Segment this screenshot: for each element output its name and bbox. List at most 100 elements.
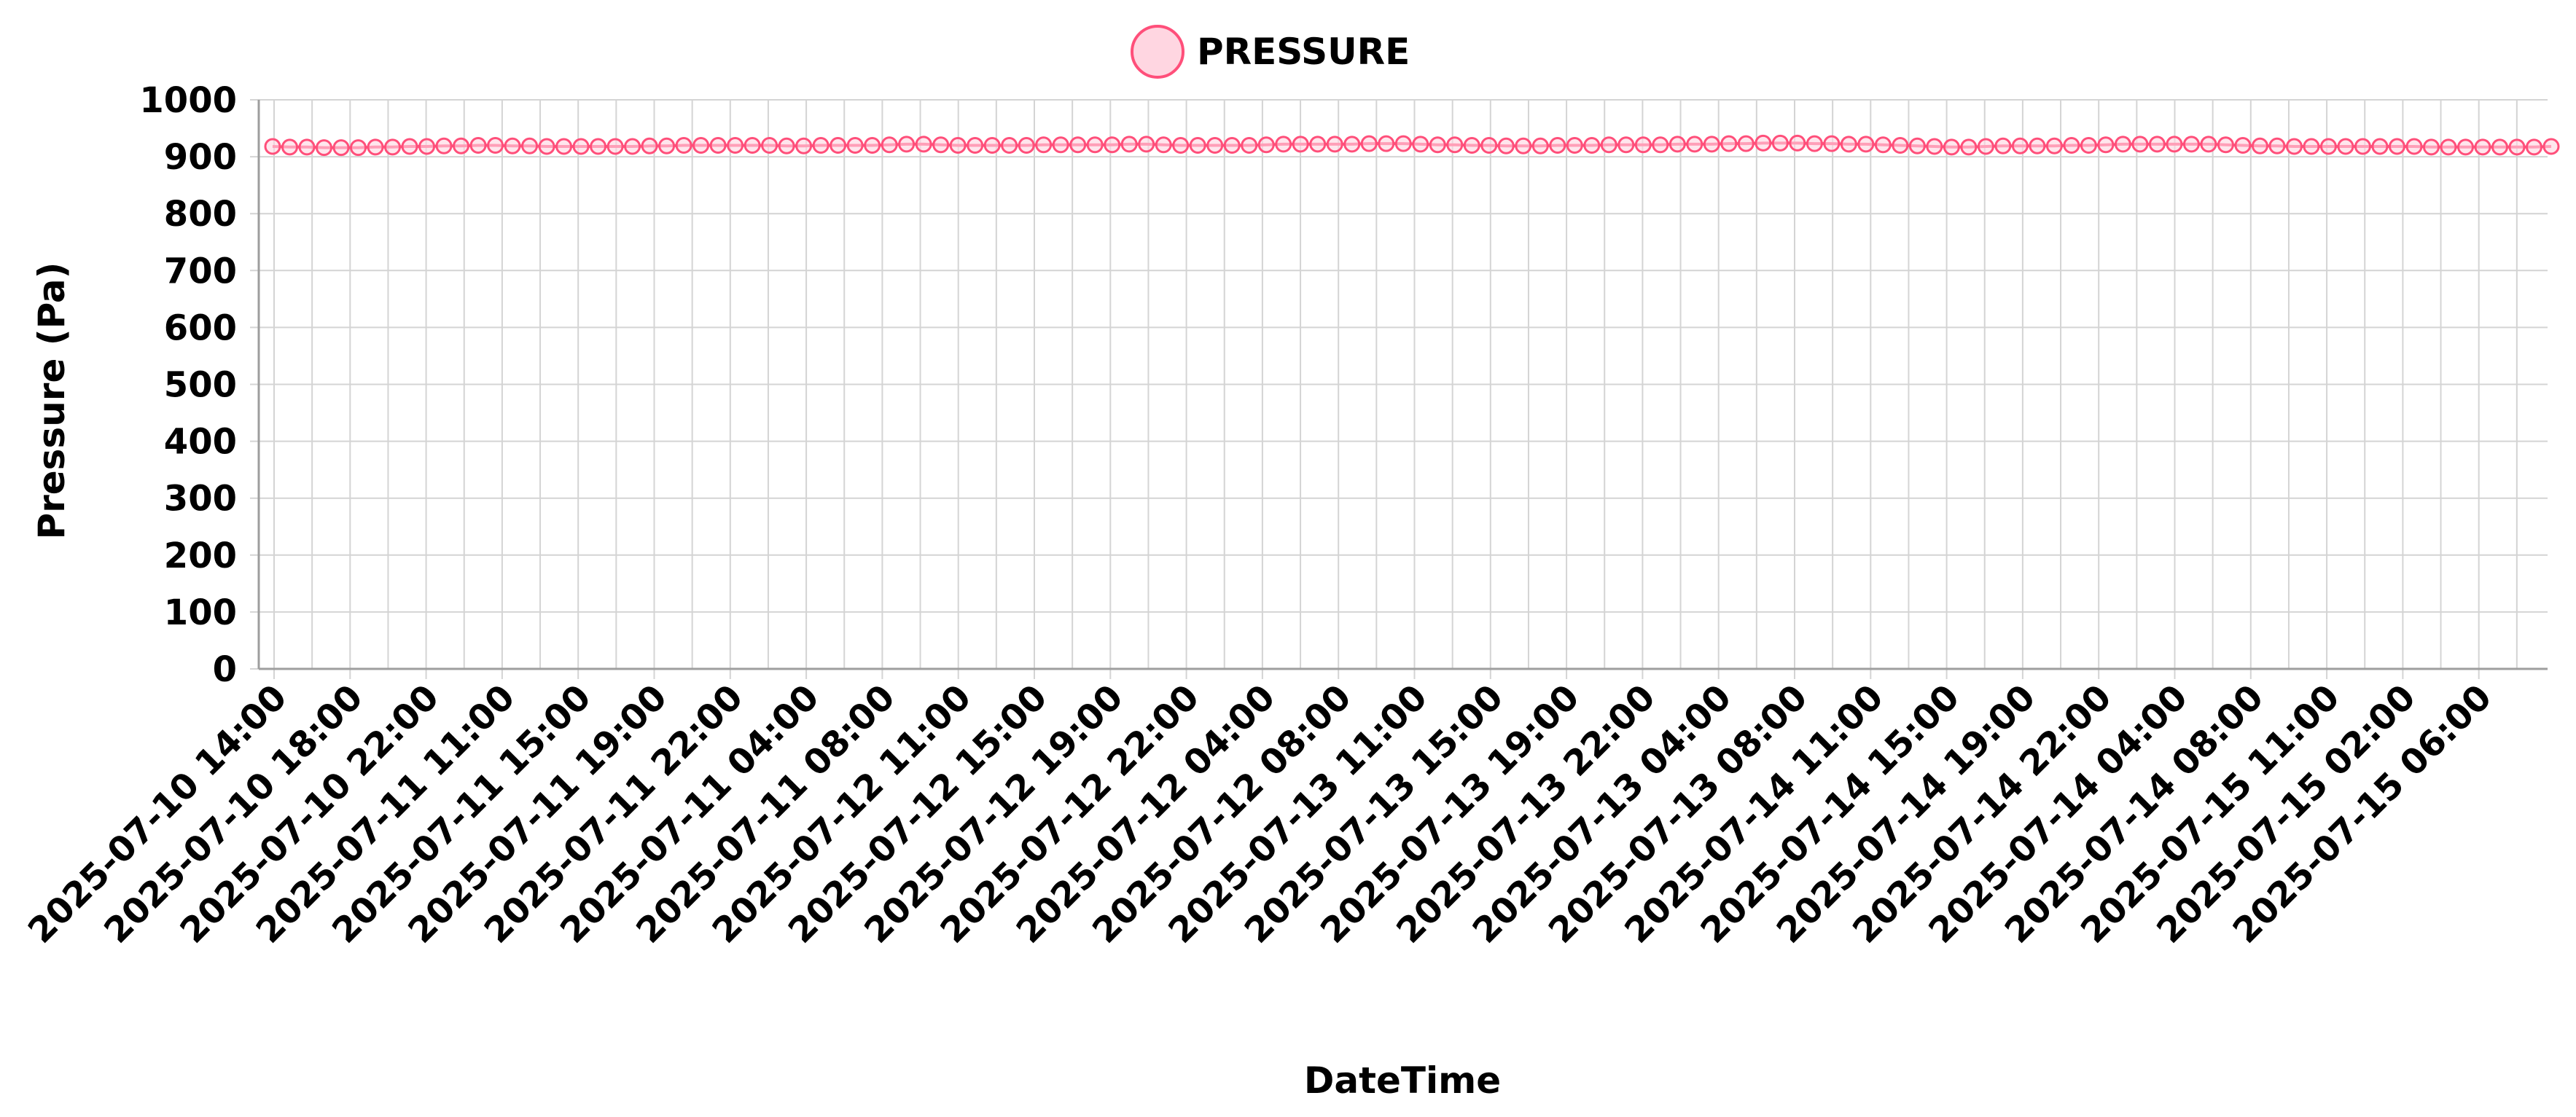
data-point[interactable] — [812, 136, 830, 154]
data-point[interactable] — [298, 138, 316, 156]
data-point[interactable] — [538, 138, 555, 155]
data-point[interactable] — [384, 138, 402, 156]
data-point[interactable] — [2319, 138, 2337, 155]
data-point[interactable] — [1309, 136, 1327, 153]
data-point[interactable] — [1515, 137, 1532, 154]
data-point[interactable] — [743, 136, 761, 154]
data-point[interactable] — [1326, 136, 1343, 153]
data-point[interactable] — [504, 137, 521, 154]
data-point[interactable] — [2080, 136, 2097, 154]
data-point[interactable] — [350, 139, 367, 157]
data-point[interactable] — [1583, 136, 1601, 154]
data-point[interactable] — [846, 136, 864, 154]
data-point[interactable] — [1104, 136, 1121, 154]
data-point[interactable] — [418, 138, 436, 155]
data-point[interactable] — [1771, 134, 1789, 152]
data-point[interactable] — [898, 136, 916, 153]
data-point[interactable] — [675, 136, 692, 154]
data-point[interactable] — [2200, 136, 2217, 153]
data-point[interactable] — [332, 139, 350, 157]
data-point[interactable] — [1737, 135, 1755, 152]
data-point[interactable] — [2388, 138, 2405, 155]
data-point[interactable] — [1360, 135, 1378, 152]
data-point[interactable] — [1908, 137, 1926, 154]
data-point[interactable] — [1480, 136, 1498, 154]
data-point[interactable] — [1652, 136, 1669, 154]
data-point[interactable] — [1874, 136, 1892, 154]
data-point[interactable] — [1755, 134, 1772, 152]
data-point[interactable] — [1857, 136, 1875, 153]
data-point[interactable] — [2337, 138, 2354, 155]
data-point[interactable] — [1223, 136, 1241, 154]
data-point[interactable] — [2405, 138, 2423, 155]
data-point[interactable] — [2063, 136, 2080, 154]
data-point[interactable] — [1686, 136, 1703, 153]
data-point[interactable] — [1292, 136, 1309, 153]
data-point[interactable] — [2474, 138, 2491, 156]
data-point[interactable] — [1840, 136, 1857, 153]
data-point[interactable] — [1994, 137, 2012, 154]
data-point[interactable] — [761, 136, 778, 154]
data-point[interactable] — [624, 138, 641, 155]
data-point[interactable] — [1069, 136, 1087, 154]
data-point[interactable] — [1634, 136, 1652, 154]
data-point[interactable] — [1720, 135, 1738, 152]
data-point[interactable] — [1446, 136, 1464, 154]
data-point[interactable] — [435, 137, 453, 154]
data-point[interactable] — [1172, 136, 1190, 154]
data-point[interactable] — [1001, 136, 1018, 154]
data-point[interactable] — [915, 136, 932, 153]
data-point[interactable] — [1977, 138, 1994, 155]
data-point[interactable] — [2440, 138, 2457, 156]
data-point[interactable] — [2217, 136, 2234, 154]
data-point[interactable] — [606, 138, 624, 155]
data-point[interactable] — [1035, 136, 1053, 154]
data-point[interactable] — [281, 138, 299, 156]
data-point[interactable] — [401, 138, 418, 155]
data-point[interactable] — [453, 137, 470, 154]
data-point[interactable] — [1189, 136, 1206, 154]
data-point[interactable] — [1892, 136, 1909, 154]
data-point[interactable] — [1943, 138, 1960, 156]
data-point[interactable] — [830, 136, 847, 154]
data-point[interactable] — [367, 138, 384, 156]
data-point[interactable] — [264, 138, 281, 155]
data-point[interactable] — [2045, 137, 2063, 154]
data-point[interactable] — [864, 136, 881, 154]
data-point[interactable] — [2542, 138, 2560, 155]
data-point[interactable] — [1155, 136, 1172, 154]
data-point[interactable] — [1617, 136, 1635, 154]
data-point[interactable] — [521, 137, 539, 154]
data-point[interactable] — [1668, 136, 1686, 153]
data-point[interactable] — [2508, 138, 2526, 156]
data-point[interactable] — [727, 136, 744, 154]
data-point[interactable] — [1343, 136, 1361, 153]
data-point[interactable] — [2251, 137, 2268, 154]
data-point[interactable] — [1806, 135, 1823, 152]
data-point[interactable] — [1378, 135, 1395, 152]
data-point[interactable] — [1412, 136, 1429, 153]
data-point[interactable] — [2303, 138, 2320, 155]
data-point[interactable] — [1206, 136, 1224, 154]
data-point[interactable] — [2148, 136, 2166, 153]
data-point[interactable] — [2182, 136, 2200, 153]
data-point[interactable] — [881, 136, 898, 154]
data-point[interactable] — [778, 137, 795, 154]
data-point[interactable] — [2268, 137, 2286, 154]
data-point[interactable] — [1789, 134, 1806, 152]
data-point[interactable] — [1823, 135, 1841, 152]
data-point[interactable] — [2011, 137, 2029, 154]
data-point[interactable] — [1549, 136, 1566, 154]
data-point[interactable] — [967, 136, 984, 154]
data-point[interactable] — [641, 137, 658, 154]
data-point[interactable] — [1086, 136, 1104, 154]
data-point[interactable] — [2525, 138, 2542, 156]
data-point[interactable] — [572, 138, 590, 155]
data-point[interactable] — [1120, 136, 1138, 153]
data-point[interactable] — [658, 137, 676, 154]
data-point[interactable] — [1138, 136, 1155, 153]
data-point[interactable] — [1463, 136, 1480, 154]
data-point[interactable] — [1703, 136, 1720, 153]
data-point[interactable] — [1018, 136, 1035, 154]
data-point[interactable] — [2114, 136, 2131, 153]
